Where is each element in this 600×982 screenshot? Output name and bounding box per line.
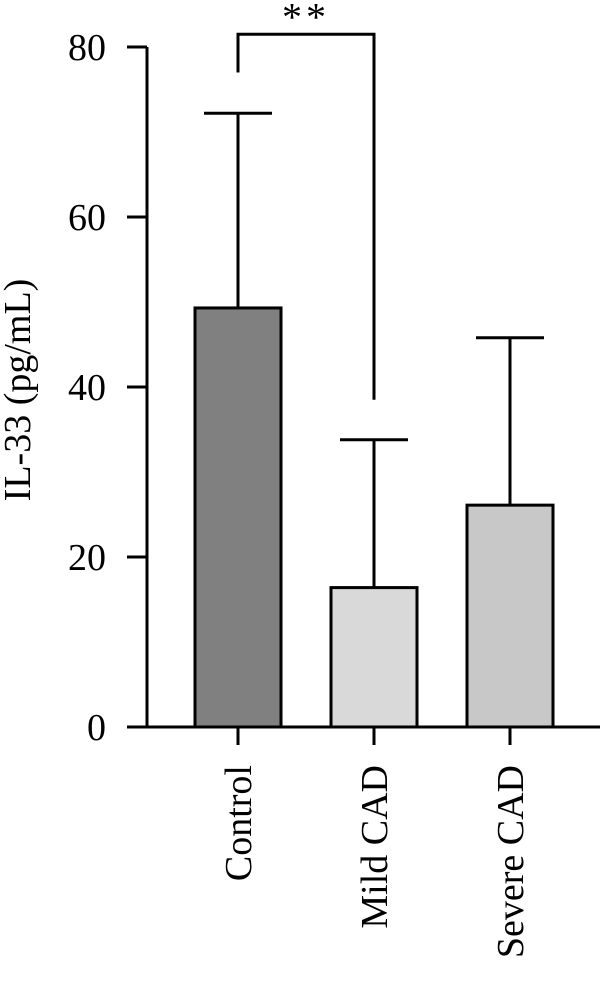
y-tick-label-60: 60 — [68, 197, 106, 239]
plot-area: 0 20 40 60 80 Control Mild CAD Severe CAD ** — [68, 0, 600, 958]
significance-label: ** — [282, 0, 330, 39]
y-tick-label-20: 20 — [68, 537, 106, 579]
category-label-severe-cad: Severe CAD — [490, 765, 532, 958]
category-label-control: Control — [218, 765, 260, 881]
y-axis-label: IL-33 (pg/mL) — [0, 279, 39, 502]
y-tick-label-80: 80 — [68, 27, 106, 69]
category-label-mild-cad: Mild CAD — [354, 765, 396, 929]
y-tick-label-40: 40 — [68, 367, 106, 409]
bar-mild-cad — [329, 586, 419, 729]
bar-severe-cad — [465, 503, 555, 729]
y-tick-label-0: 0 — [87, 707, 106, 749]
bar-control — [193, 306, 283, 729]
significance-bracket — [236, 32, 376, 400]
